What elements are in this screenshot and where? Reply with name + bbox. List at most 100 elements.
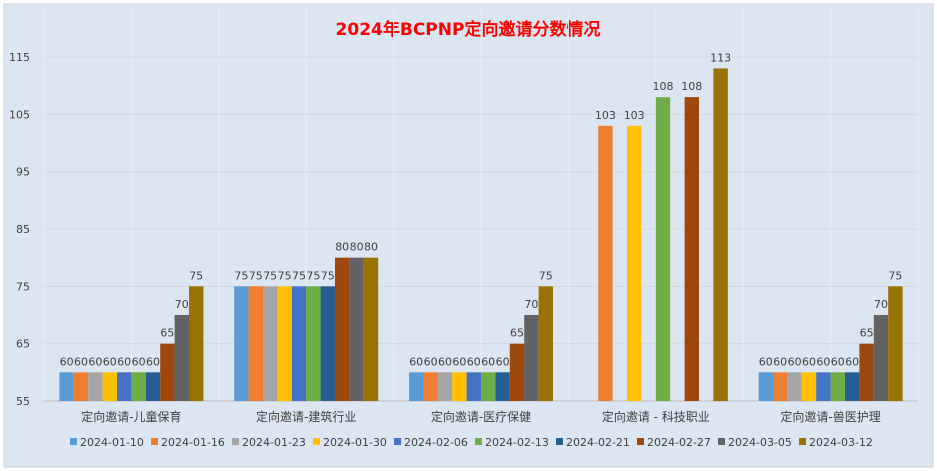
data-label: 75 xyxy=(189,269,203,282)
data-label: 60 xyxy=(802,355,816,368)
bar xyxy=(758,372,773,401)
bar xyxy=(320,286,335,401)
data-label: 60 xyxy=(132,355,146,368)
bar xyxy=(684,97,699,401)
legend-label: 2024-02-27 xyxy=(647,436,711,449)
bar xyxy=(773,372,788,401)
legend-label: 2024-03-05 xyxy=(728,436,792,449)
bar xyxy=(234,286,249,401)
bar xyxy=(495,372,510,401)
data-label: 60 xyxy=(438,355,452,368)
data-label: 60 xyxy=(831,355,845,368)
data-label: 60 xyxy=(452,355,466,368)
bar xyxy=(816,372,831,401)
legend-label: 2024-01-16 xyxy=(161,436,225,449)
data-label: 75 xyxy=(234,269,248,282)
bar xyxy=(88,372,103,401)
bar xyxy=(873,315,889,401)
legend-swatch xyxy=(718,438,725,445)
bar xyxy=(291,286,307,401)
y-tick-label: 85 xyxy=(16,223,30,236)
bar xyxy=(655,97,671,401)
legend-label: 2024-01-23 xyxy=(242,436,306,449)
bar xyxy=(102,372,117,401)
legend-swatch xyxy=(475,438,482,445)
data-label: 60 xyxy=(773,355,787,368)
data-label: 60 xyxy=(788,355,802,368)
bar xyxy=(466,372,481,401)
bar xyxy=(538,286,553,401)
legend-label: 2024-01-10 xyxy=(80,436,144,449)
legend-swatch xyxy=(151,438,158,445)
bar xyxy=(131,372,146,401)
x-tick-label: 定向邀请-医疗保健 xyxy=(431,409,531,424)
bar xyxy=(306,286,321,401)
legend-label: 2024-02-06 xyxy=(404,436,468,449)
data-label: 65 xyxy=(160,327,174,340)
bar xyxy=(713,68,728,401)
data-label: 75 xyxy=(888,269,902,282)
data-label: 60 xyxy=(759,355,773,368)
chart-title: 2024年BCPNP定向邀请分数情况 xyxy=(336,19,601,40)
bar xyxy=(145,372,161,401)
legend-swatch xyxy=(637,438,644,445)
data-label: 80 xyxy=(364,241,378,254)
bar xyxy=(174,315,189,401)
bar xyxy=(845,372,860,401)
data-label: 75 xyxy=(249,269,263,282)
data-label: 108 xyxy=(681,80,702,93)
y-tick-label: 115 xyxy=(9,51,30,64)
data-label: 80 xyxy=(350,241,364,254)
data-label: 103 xyxy=(624,109,645,122)
bar xyxy=(423,372,438,401)
data-label: 70 xyxy=(175,298,189,311)
data-label: 60 xyxy=(74,355,88,368)
x-tick-label: 定向邀请-建筑行业 xyxy=(256,409,356,424)
bar xyxy=(627,125,642,402)
data-label: 60 xyxy=(496,355,510,368)
data-label: 70 xyxy=(874,298,888,311)
legend-label: 2024-03-12 xyxy=(809,436,873,449)
bar xyxy=(859,343,874,401)
bar xyxy=(117,372,132,401)
legend-label: 2024-01-30 xyxy=(323,436,387,449)
legend-swatch xyxy=(394,438,401,445)
legend-swatch xyxy=(799,438,806,445)
y-tick-label: 55 xyxy=(16,395,30,408)
data-label: 60 xyxy=(146,355,160,368)
data-label: 60 xyxy=(88,355,102,368)
x-tick-label: 定向邀请-兽医护理 xyxy=(780,409,880,424)
bar xyxy=(598,125,613,402)
bar xyxy=(787,372,802,401)
bar xyxy=(363,257,379,401)
data-label: 60 xyxy=(117,355,131,368)
x-tick-label: 定向邀请 - 科技职业 xyxy=(602,409,710,424)
data-label: 60 xyxy=(60,355,74,368)
bar xyxy=(59,372,74,401)
bar xyxy=(73,372,89,401)
bar xyxy=(335,257,350,401)
bar xyxy=(263,286,278,401)
data-label: 60 xyxy=(481,355,495,368)
data-label: 108 xyxy=(653,80,674,93)
bar xyxy=(524,315,539,401)
data-label: 80 xyxy=(335,241,349,254)
data-label: 60 xyxy=(409,355,423,368)
bar xyxy=(189,286,204,401)
data-label: 65 xyxy=(510,327,524,340)
data-label: 60 xyxy=(845,355,859,368)
bar xyxy=(248,286,263,401)
bar xyxy=(888,286,903,401)
bar xyxy=(437,372,453,401)
data-label: 75 xyxy=(539,269,553,282)
data-label: 60 xyxy=(424,355,438,368)
data-label: 113 xyxy=(710,51,731,64)
bar xyxy=(801,372,817,401)
y-tick-label: 95 xyxy=(16,166,30,179)
bar xyxy=(452,372,467,401)
bar xyxy=(409,372,424,401)
bar xyxy=(349,257,364,401)
bar xyxy=(481,372,496,401)
